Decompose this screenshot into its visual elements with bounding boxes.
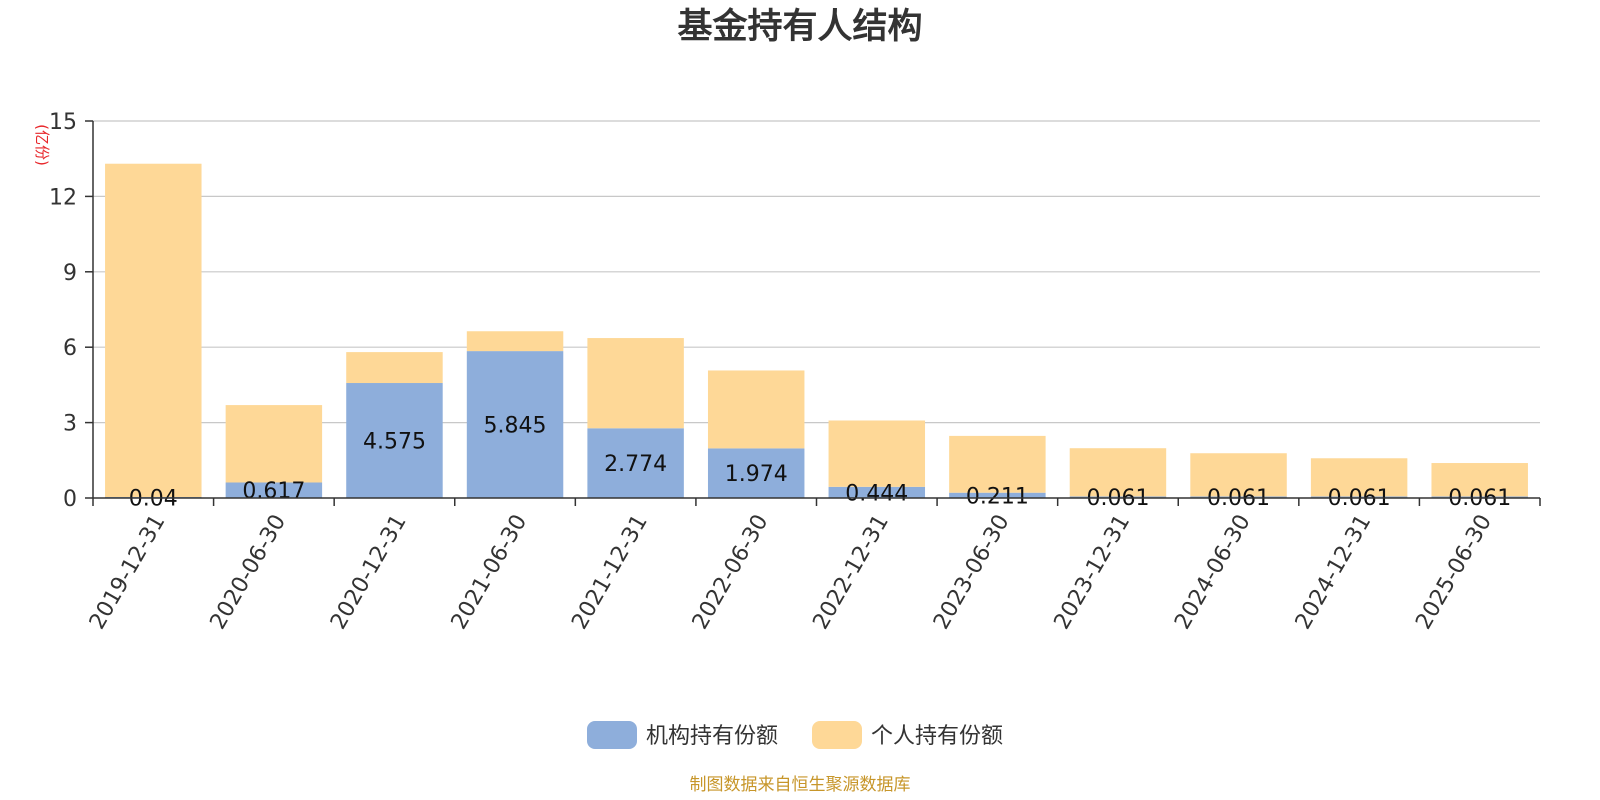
institution-bar [1069,496,1167,498]
institution-value-label: 0.444 [845,481,908,506]
x-tick-label: 2019-12-31 [85,511,171,634]
y-axis-label: (亿份) [33,124,51,166]
x-tick-label: 2021-12-31 [567,511,653,634]
legend-individual-label: 个人持有份额 [871,724,1003,749]
individual-bar [346,352,443,384]
individual-bar [105,163,202,497]
institution-bar [225,482,323,498]
x-axis: 2019-12-31 2020-06-30 2020-12-31 2021-06-30… [85,497,1541,634]
x-tick-label: 2022-06-30 [688,511,774,634]
institution-value-label: 2.774 [604,452,667,477]
individual-bar [707,370,805,449]
x-tick-label: 2025-06-30 [1411,511,1497,634]
legend-individual-swatch [812,721,862,749]
x-tick-label: 2023-12-31 [1050,511,1136,634]
institution-bar [346,383,443,498]
institution-value-label: 0.04 [129,486,178,511]
x-tick-label: 2021-06-30 [447,511,533,634]
individual-bar [949,435,1046,493]
institution-bar [707,448,805,498]
individual-bar [1069,448,1167,497]
institution-bar [1310,496,1408,498]
y-tick-label: 3 [63,412,77,437]
x-tick-label: 2020-12-31 [326,511,412,634]
individual-bar [828,420,926,487]
y-tick-label: 15 [49,110,77,135]
institution-value-label: 5.845 [484,414,547,439]
institution-bar [949,492,1046,498]
gridlines [93,120,1540,424]
institution-value-label: 1.974 [725,462,788,487]
x-tick-label: 2023-06-30 [929,511,1015,634]
institution-value-label: 0.211 [966,484,1029,509]
individual-bar [466,331,564,352]
individual-bar [225,405,323,483]
institution-value-label: 0.617 [242,479,305,504]
legend: 机构持有份额 个人持有份额 [587,721,1003,749]
individual-bar [587,338,684,429]
bar-series [105,163,1528,498]
y-axis: 0 3 6 9 12 15 [49,110,94,512]
institution-bar [466,351,564,498]
institution-bar [828,486,926,498]
y-tick-label: 12 [49,185,77,210]
x-tick-label: 2020-06-30 [205,511,291,634]
x-tick-label: 2024-12-31 [1291,511,1377,634]
source-note: 制图数据来自恒生聚源数据库 [690,775,911,795]
y-tick-label: 0 [63,487,77,512]
legend-institution-label: 机构持有份额 [646,724,778,749]
y-tick-label: 9 [63,261,77,286]
legend-institution: 机构持有份额 [587,721,778,749]
chart-title: 基金持有人结构 [677,6,922,47]
institution-bar [587,428,684,498]
legend-individual: 个人持有份额 [812,721,1003,749]
individual-bar [1431,463,1528,497]
x-tick-label: 2022-12-31 [808,511,894,634]
individual-bar [1190,453,1287,497]
institution-value-label: 4.575 [363,430,426,455]
y-tick-label: 6 [63,336,77,361]
x-tick-label: 2024-06-30 [1170,511,1256,634]
legend-institution-swatch [587,721,637,749]
institution-bar [1190,496,1287,498]
individual-bar [1310,458,1408,497]
institution-bar [1431,496,1528,498]
